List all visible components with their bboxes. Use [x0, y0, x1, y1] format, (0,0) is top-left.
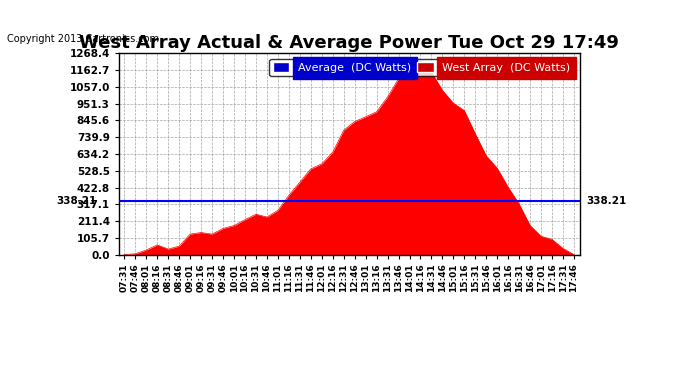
Title: West Array Actual & Average Power Tue Oct 29 17:49: West Array Actual & Average Power Tue Oc… — [79, 34, 619, 52]
Text: 338.21: 338.21 — [57, 196, 97, 206]
Legend: Average  (DC Watts), West Array  (DC Watts): Average (DC Watts), West Array (DC Watts… — [269, 59, 574, 76]
Text: 338.21: 338.21 — [586, 196, 627, 206]
Text: Copyright 2013 Cartronics.com: Copyright 2013 Cartronics.com — [7, 34, 159, 44]
